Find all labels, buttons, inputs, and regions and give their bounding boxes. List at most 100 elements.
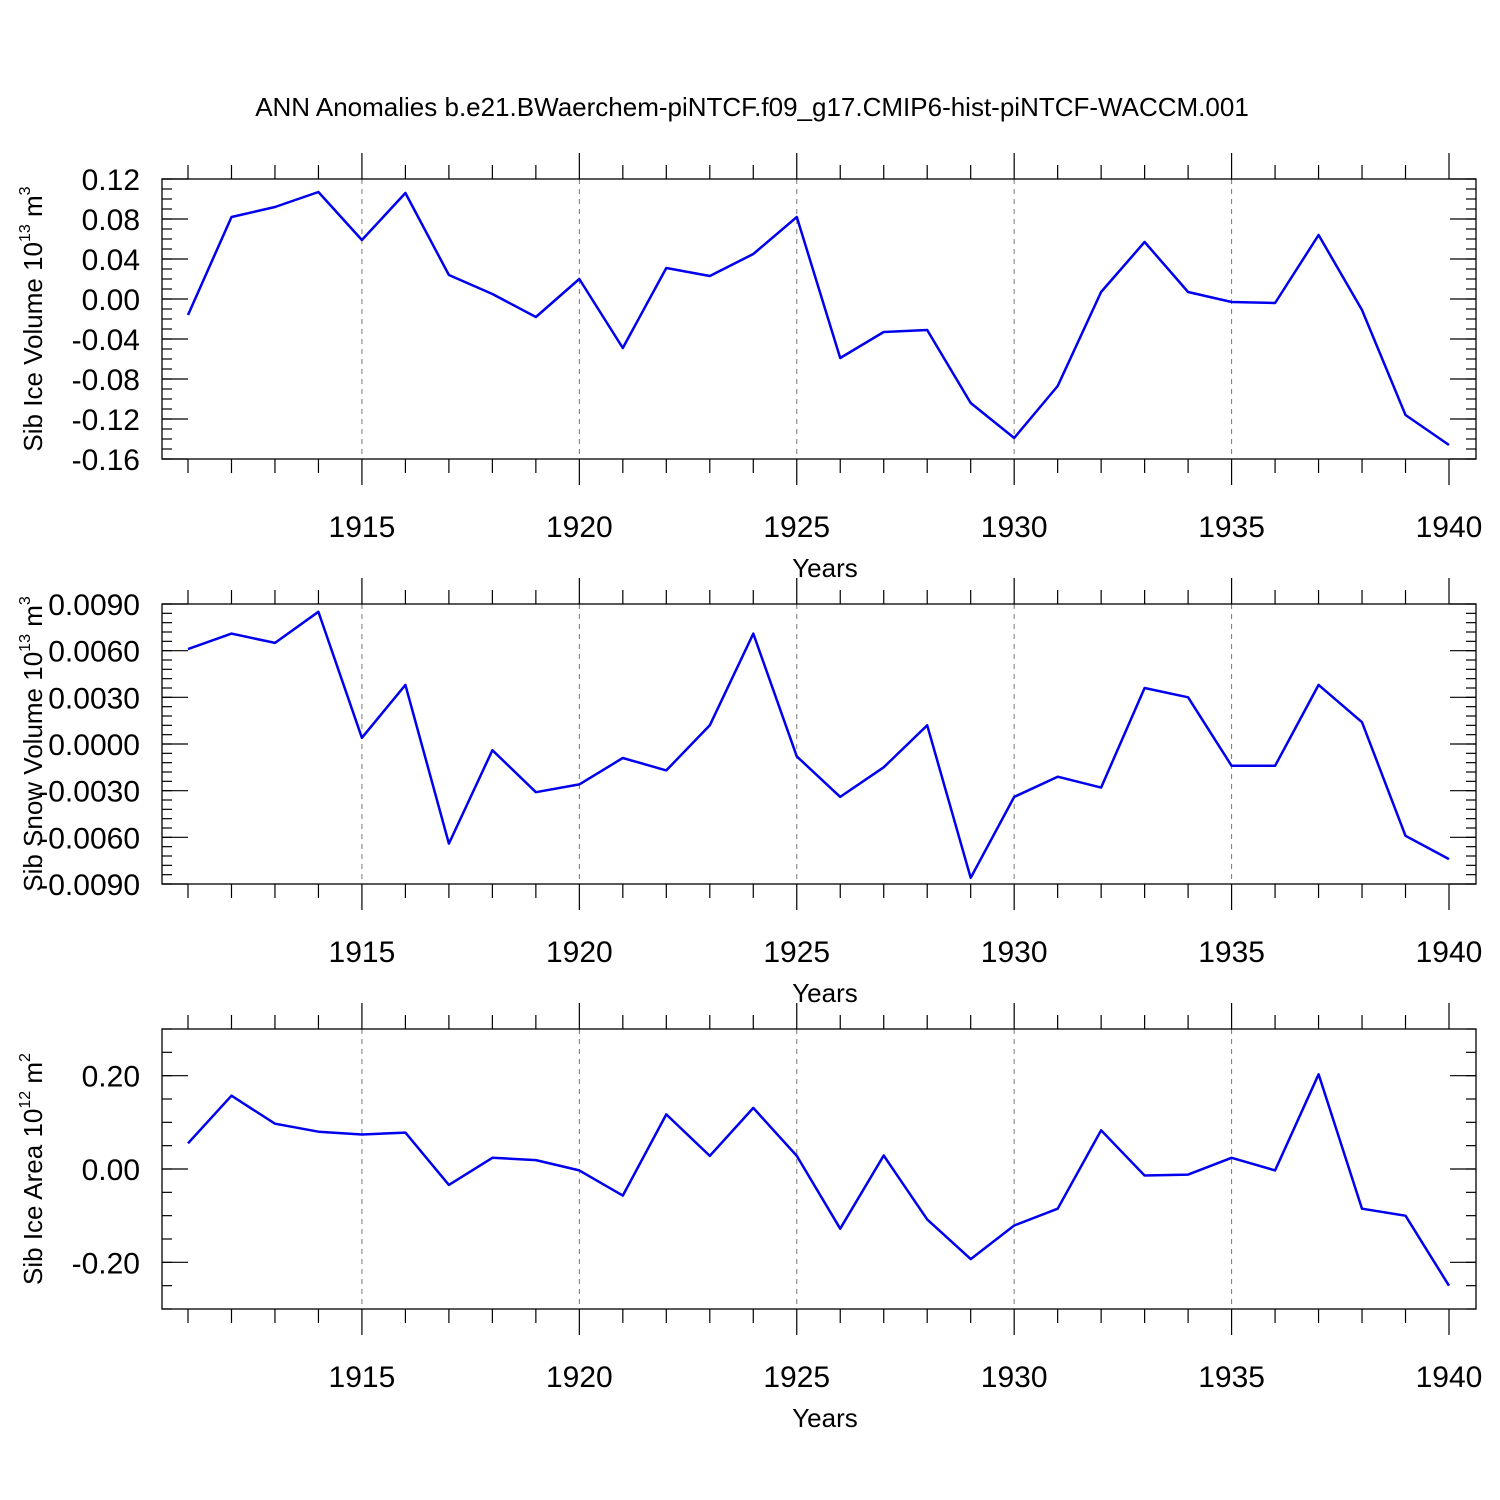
data-point xyxy=(403,1131,407,1135)
x-tick-label: 1940 xyxy=(1416,511,1483,544)
x-tick-label: 1930 xyxy=(981,1361,1048,1394)
data-point xyxy=(708,274,712,278)
y-axis-label-name: Sib Ice Volume 10 xyxy=(18,242,48,452)
plot-frame xyxy=(161,1028,1477,1310)
y-tick-label: -0.0030 xyxy=(38,776,140,809)
data-point xyxy=(1230,1156,1234,1160)
data-point xyxy=(751,1106,755,1110)
data-point xyxy=(882,1153,886,1157)
data-point xyxy=(490,292,494,296)
data-point xyxy=(1273,764,1277,768)
x-tick-label: 1925 xyxy=(763,1361,830,1394)
data-point xyxy=(1186,695,1190,699)
x-tick-label: 1935 xyxy=(1198,511,1265,544)
x-tick-label: 1920 xyxy=(546,1361,613,1394)
y-axis-label-name: Sib Snow Volume 10 xyxy=(18,652,48,892)
data-point xyxy=(447,842,451,846)
data-point xyxy=(1360,1207,1364,1211)
data-point xyxy=(403,683,407,687)
data-point xyxy=(1099,290,1103,294)
y-tick-label: -0.0090 xyxy=(38,869,140,902)
chart-panels: 0.12 0.08 0.04 0.00 -0.04 -0.08 -0.12 -0.16 1915… xyxy=(17,153,1482,1433)
data-point xyxy=(1186,290,1190,294)
x-tick-label: 1930 xyxy=(981,936,1048,969)
data-point xyxy=(1317,683,1321,687)
panel-2: 0.0090 0.0060 0.0030 0.0000 -0.0030 -0.0060 -0… xyxy=(17,578,1482,1008)
y-axis-label-unit: m xyxy=(18,195,48,224)
data-point xyxy=(1186,1173,1190,1177)
data-point xyxy=(795,754,799,758)
data-point xyxy=(273,641,277,645)
plot-frame xyxy=(161,603,1477,885)
data-point xyxy=(403,191,407,195)
data-point xyxy=(882,765,886,769)
data-point xyxy=(621,756,625,760)
y-axis-label-exponent: 13 xyxy=(17,634,34,652)
data-point xyxy=(534,315,538,319)
data-point xyxy=(1273,301,1277,305)
data-point xyxy=(925,328,929,332)
y-tick-label: 0.00 xyxy=(82,1154,140,1187)
data-point xyxy=(708,723,712,727)
x-tick-label: 1940 xyxy=(1416,936,1483,969)
x-tick-label: 1940 xyxy=(1416,1361,1483,1394)
x-axis-label: Years xyxy=(792,1403,858,1433)
data-point xyxy=(1099,786,1103,790)
panel-1: 0.12 0.08 0.04 0.00 -0.04 -0.08 -0.12 -0.16 1915… xyxy=(17,153,1482,583)
y-tick-label: 0.0060 xyxy=(48,636,140,669)
y-axis-label-exponent: 13 xyxy=(17,224,34,242)
y-axis-label-unit: m xyxy=(18,605,48,634)
y-axis-label: Sib Snow Volume 1013 m3 xyxy=(17,596,48,892)
data-point xyxy=(969,401,973,405)
data-point xyxy=(969,1257,973,1261)
data-point xyxy=(1099,1128,1103,1132)
data-point xyxy=(186,1141,190,1145)
data-point xyxy=(664,1112,668,1116)
x-tick-label: 1915 xyxy=(329,511,396,544)
x-tick-label: 1935 xyxy=(1198,936,1265,969)
x-tick-label: 1925 xyxy=(763,936,830,969)
data-point xyxy=(925,1217,929,1221)
y-tick-label: 0.20 xyxy=(82,1061,140,1094)
data-point xyxy=(708,1154,712,1158)
y-axis-label-unit-exponent: 2 xyxy=(17,1053,34,1062)
x-tick-label: 1925 xyxy=(763,511,830,544)
x-tick-label: 1935 xyxy=(1198,1361,1265,1394)
y-tick-label: 0.0090 xyxy=(48,589,140,622)
data-point xyxy=(186,313,190,317)
y-axis-label-unit-exponent: 3 xyxy=(17,596,34,605)
data-point xyxy=(1360,720,1364,724)
data-point xyxy=(490,1156,494,1160)
data-point xyxy=(751,632,755,636)
data-point xyxy=(447,1183,451,1187)
data-point xyxy=(1143,686,1147,690)
data-point xyxy=(838,356,842,360)
data-point xyxy=(229,1094,233,1098)
y-tick-label: -0.16 xyxy=(72,444,140,477)
data-point xyxy=(273,205,277,209)
y-tick-label: -0.04 xyxy=(72,324,140,357)
data-point xyxy=(838,1227,842,1231)
data-point xyxy=(229,215,233,219)
data-point xyxy=(577,782,581,786)
series-line xyxy=(186,190,1450,447)
data-point xyxy=(664,266,668,270)
data-point xyxy=(229,632,233,636)
y-tick-label: 0.08 xyxy=(82,204,140,237)
data-point xyxy=(316,610,320,614)
x-axis-label: Years xyxy=(792,978,858,1008)
x-tick-label: 1915 xyxy=(329,1361,396,1394)
series-line xyxy=(187,1073,1451,1287)
data-point xyxy=(447,273,451,277)
data-point xyxy=(316,190,320,194)
data-point xyxy=(969,876,973,880)
x-axis-label: Years xyxy=(792,553,858,583)
data-point xyxy=(360,1132,364,1136)
data-point xyxy=(490,748,494,752)
data-point xyxy=(1056,1207,1060,1211)
data-point xyxy=(577,277,581,281)
data-point xyxy=(1143,1174,1147,1178)
data-point xyxy=(1056,384,1060,388)
data-point xyxy=(621,346,625,350)
